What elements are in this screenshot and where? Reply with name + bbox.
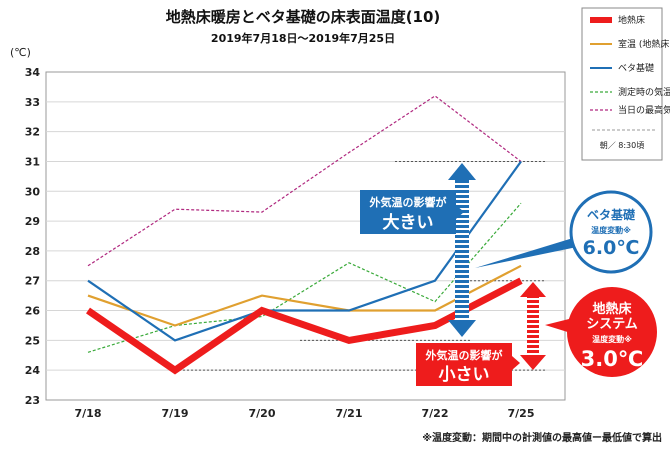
chart-subtitle: 2019年7月18日〜2019年7月25日	[211, 31, 395, 45]
geo-callout-name1: 地熱床	[592, 301, 632, 317]
legend-label: 室温 (地熱床)	[618, 38, 670, 50]
beta-callout-sub: 温度変動※	[591, 225, 631, 235]
geo-callout-value: 3.0℃	[581, 347, 644, 371]
y-tick-label: 33	[25, 96, 40, 109]
y-tick-label: 34	[25, 66, 41, 79]
chart-title: 地熱床暖房とベタ基礎の床表面温度(10)	[166, 8, 441, 26]
callout-small-line1: 外気温の影響が	[425, 348, 503, 362]
callout-beta-variation: ベタ基礎 温度変動※ 6.0℃	[475, 190, 653, 274]
x-ticks: 7/18 7/19 7/20 7/21 7/22 7/25	[75, 407, 535, 420]
legend-note: 朝／ 8:30頃	[600, 141, 645, 150]
grid-layer	[46, 101, 565, 371]
y-tick-label: 28	[25, 245, 40, 258]
y-tick-label: 31	[25, 155, 40, 168]
callout-geo-variation: 地熱床 システム 温度変動※ 3.0℃	[545, 287, 657, 377]
x-tick-label: 7/25	[508, 407, 535, 420]
geo-callout-name2: システム	[586, 317, 638, 332]
y-tick-label: 26	[25, 305, 41, 318]
callout-large-influence: 外気温の影響が 大きい	[360, 190, 464, 234]
legend-label: ベタ基礎	[618, 62, 654, 74]
x-tick-label: 7/19	[162, 407, 189, 420]
beta-callout-value: 6.0℃	[583, 237, 640, 259]
plot-area	[45, 71, 566, 401]
x-tick-label: 7/18	[75, 407, 102, 420]
callout-small-influence: 外気温の影響が 小さい	[416, 343, 520, 386]
geo-callout-sub: 温度変動※	[592, 334, 632, 344]
legend-label: 当日の最高気温	[618, 104, 670, 116]
y-tick-label: 32	[25, 126, 40, 139]
callout-small-line2: 小さい	[439, 365, 490, 385]
y-tick-label: 30	[25, 185, 41, 198]
y-tick-label: 23	[25, 394, 40, 407]
x-tick-label: 7/22	[422, 407, 449, 420]
y-ticks: 23 24 25 26 27 28 29 30 31 32 33 34	[25, 66, 41, 407]
x-tick-label: 7/21	[336, 407, 363, 420]
y-unit-label: (℃)	[10, 46, 31, 59]
beta-callout-name: ベタ基礎	[587, 207, 636, 222]
series-line-2	[87, 160, 522, 342]
x-tick-label: 7/20	[249, 407, 276, 420]
legend-label: 地熱床	[618, 14, 645, 26]
footnote: ※温度変動：期間中の計測値の最高値ー最低値で算出	[422, 431, 662, 444]
y-tick-label: 24	[25, 364, 41, 377]
geo-range-arrow	[520, 282, 546, 370]
y-tick-label: 25	[25, 334, 40, 347]
series-line-1	[87, 264, 522, 327]
y-tick-label: 29	[25, 215, 40, 228]
callout-large-line2: 大きい	[383, 212, 434, 233]
series-line-0	[86, 277, 523, 375]
series-layer	[86, 95, 523, 375]
series-line-4	[87, 95, 522, 267]
legend-label: 測定時の気温	[618, 86, 670, 98]
callout-large-line1: 外気温の影響が	[369, 195, 447, 209]
y-tick-label: 27	[25, 275, 40, 288]
